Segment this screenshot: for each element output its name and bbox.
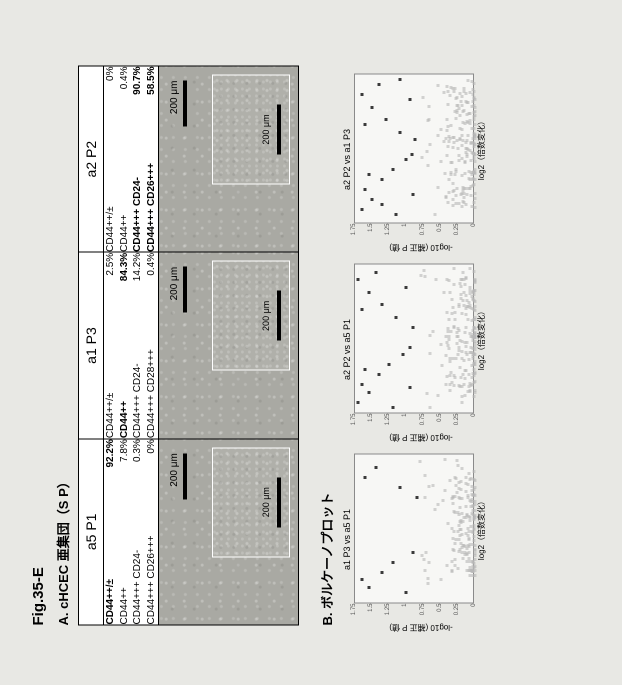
scalebar-label-inner: 200 μm: [261, 300, 271, 330]
scalebar-label-outer: 200 μm: [169, 453, 180, 487]
x-axis-label: log2（倍数変化）: [476, 73, 487, 223]
scalebar-label-outer: 200 μm: [169, 80, 180, 114]
micrograph-cell: 200 μm 200 μm: [159, 438, 299, 624]
volcano-title: a1 P3 vs a5 P1: [342, 453, 352, 625]
micrograph-cell: 200 μm 200 μm: [159, 252, 299, 438]
scalebar-outer: [183, 453, 187, 499]
scalebar-inner: [277, 477, 281, 527]
panel-b-title: B. ボルケーノプロット: [317, 40, 336, 625]
marker-cell: CD44++/±92.2%CD44++7.8%CD44+++ CD24-0.3%…: [104, 438, 159, 624]
scalebar-label-outer: 200 μm: [169, 266, 180, 300]
volcano-title: a2 P2 vs a5 P1: [342, 263, 352, 435]
marker-cell: CD44++/±2.5%CD44++84.3%CD44+++ CD24-14.2…: [104, 252, 159, 438]
volcano-plot: a2 P2 vs a5 P100.250.50.7511.251.51.75-l…: [342, 263, 487, 435]
plot-area: [354, 73, 474, 223]
micrograph-inset: 200 μm: [212, 447, 290, 557]
volcano-plot: a2 P2 vs a1 P300.250.50.7511.251.51.75-l…: [342, 73, 487, 245]
micrograph-cell: 200 μm 200 μm: [159, 66, 299, 252]
panel-a-title: A. cHCEC 亜集団（S P）: [53, 40, 72, 625]
plot-area: [354, 453, 474, 603]
scalebar-outer: [183, 266, 187, 312]
subpopulation-table: a5 P1a1 P3a2 P2 CD44++/±92.2%CD44++7.8%C…: [78, 65, 299, 625]
volcano-title: a2 P2 vs a1 P3: [342, 73, 352, 245]
x-axis-label: log2（倍数変化）: [476, 263, 487, 413]
scalebar-inner: [277, 104, 281, 154]
marker-cell: CD44++/±0%CD44++0.4%CD44+++ CD24-90.7%CD…: [104, 66, 159, 252]
column-header: a2 P2: [79, 66, 104, 252]
scalebar-label-inner: 200 μm: [261, 487, 271, 517]
micrograph-inset: 200 μm: [212, 74, 290, 184]
column-header: a5 P1: [79, 438, 104, 624]
column-header: a1 P3: [79, 252, 104, 438]
figure-label: Fig.35-E: [30, 40, 47, 625]
x-axis-label: log2（倍数変化）: [476, 453, 487, 603]
panel-b: B. ボルケーノプロット a1 P3 vs a5 P100.250.50.751…: [317, 40, 487, 625]
scalebar-label-inner: 200 μm: [261, 114, 271, 144]
scalebar-outer: [183, 80, 187, 126]
volcano-plot: a1 P3 vs a5 P100.250.50.7511.251.51.75-l…: [342, 453, 487, 625]
plot-area: [354, 263, 474, 413]
micrograph-inset: 200 μm: [212, 260, 290, 370]
scalebar-inner: [277, 290, 281, 340]
